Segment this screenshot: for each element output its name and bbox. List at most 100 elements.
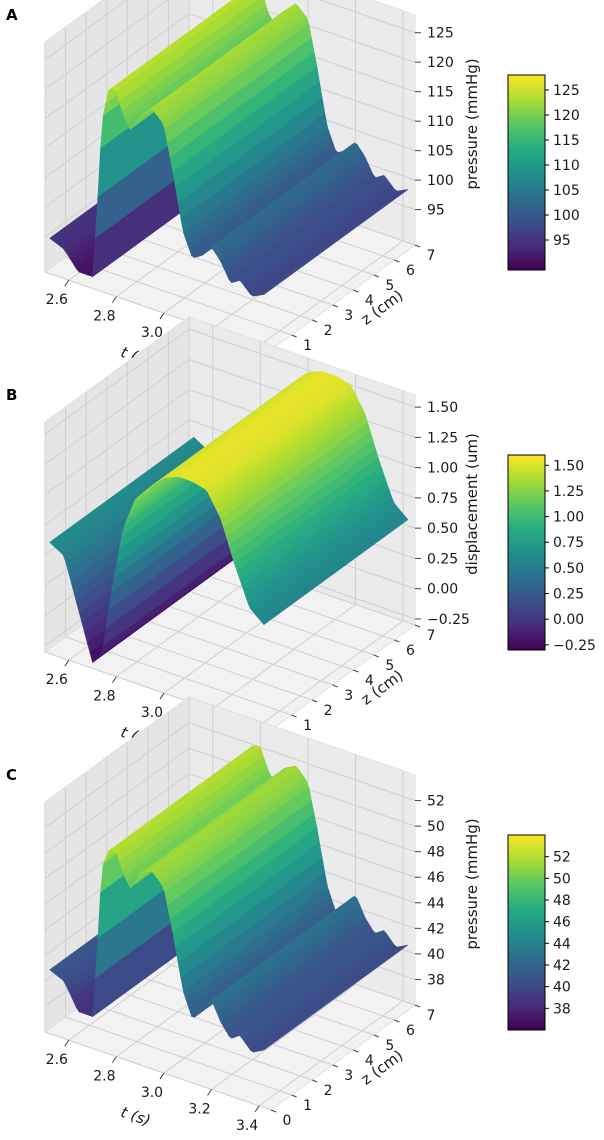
z-tick-label: 115 [427,85,454,101]
colorbar-tick-label: 125 [553,83,580,99]
x-tick-label: 2.8 [93,689,115,705]
colorbar-gradient [507,454,546,651]
surface [49,0,409,297]
x-tick-mark [64,659,70,667]
colorbar-tick-label: 38 [553,1001,571,1017]
panel-label: C [6,766,17,784]
y-tick-label: 6 [406,1023,415,1039]
x-tick-label: 2.8 [93,1069,115,1085]
colorbar-tick-label: 48 [553,893,571,909]
z-tick-label: −0.25 [427,612,470,628]
z-tick-label: 0.50 [427,521,458,537]
colorbar-tick-label: 52 [553,850,571,866]
z-tick-label: 1.00 [427,461,458,477]
z-tick-label: 0.00 [427,582,458,598]
x-tick-mark [254,1105,260,1113]
y-tick-label: 6 [406,643,415,659]
colorbar-tick-label: −0.25 [553,638,596,654]
colorbar-tick-label: 0.50 [553,561,584,577]
y-tick-label: 3 [344,688,353,704]
z-tick-label: 125 [427,26,454,42]
y-tick-label: 1 [303,1098,312,1114]
y-tick-label: 4 [365,293,374,309]
y-tick-label: 5 [385,658,394,674]
z-tick-label: 42 [427,921,445,937]
x-tick-label: 2.6 [46,672,68,688]
x-tick-mark [64,279,70,287]
colorbar-tick-label: 40 [553,980,571,996]
y-tick-mark [373,654,380,658]
y-tick-mark [394,639,400,643]
y-tick-mark [373,274,380,278]
y-tick-label: 2 [324,1083,333,1099]
x-tick-label: 3.0 [141,705,163,721]
y-tick-mark [332,304,338,308]
x-tick-label: 2.8 [93,309,115,325]
y-tick-mark [332,684,338,688]
y-tick-label: 4 [365,673,374,689]
colorbar-tick-label: 115 [553,133,580,149]
colorbar-tick-label: 110 [553,158,580,174]
x-tick-mark [111,296,117,303]
colorbar-tick-label: 95 [553,233,571,249]
y-tick-mark [332,1064,338,1068]
z-tick-label: 44 [427,896,445,912]
y-tick-label: 5 [385,1038,394,1054]
y-tick-label: 2 [324,703,333,719]
x-tick-label: 3.0 [141,325,163,341]
y-tick-label: 6 [406,263,415,279]
x-tick-mark [111,1056,117,1063]
colorbar: 95 100 105 110 115 120 125 [507,74,580,271]
z-axis-label: pressure (mmHg) [463,58,481,189]
y-tick-label: 4 [365,1053,374,1069]
y-tick-mark [414,624,421,628]
colorbar-gradient [507,834,546,1031]
y-tick-mark [311,1079,318,1083]
x-tick-label: 3.2 [188,1101,210,1117]
panel-label: A [6,6,18,24]
y-tick-label: 7 [427,248,436,264]
colorbar-tick-label: 50 [553,871,571,887]
y-tick-mark [291,714,297,718]
z-tick-label: 110 [427,114,454,130]
colorbar-tick-label: 1.25 [553,484,584,500]
z-tick-label: 1.25 [427,430,458,446]
y-tick-label: 5 [385,278,394,294]
y-tick-mark [414,244,421,248]
surface-cell [261,1039,279,1051]
colorbar-tick-label: 44 [553,936,571,952]
y-tick-mark [414,1004,421,1008]
y-tick-mark [311,699,318,703]
y-tick-label: 7 [427,1008,436,1024]
x-tick-mark [159,312,165,320]
colorbar-tick-label: 1.50 [553,458,584,474]
z-tick-label: 1.50 [427,400,458,416]
surface [49,371,409,663]
y-tick-mark [291,1094,297,1098]
z-tick-label: 50 [427,819,445,835]
z-axis-label: displacement (um) [463,433,481,575]
z-tick-label: 38 [427,972,445,988]
y-tick-label: 1 [303,718,312,734]
x-tick-mark [111,676,117,683]
x-tick-mark [159,692,165,700]
panel-label: B [6,386,17,404]
colorbar-tick-label: 0.25 [553,587,584,603]
y-tick-label: 0 [283,1113,292,1129]
x-tick-label: 2.6 [46,292,68,308]
z-tick-label: 95 [427,203,445,219]
y-tick-mark [394,1019,400,1023]
z-tick-label: 120 [427,55,454,71]
y-tick-label: 2 [324,323,333,339]
y-tick-label: 1 [303,338,312,354]
z-tick-label: 0.75 [427,491,458,507]
y-tick-mark [353,289,359,293]
x-axis-label: t (s) [118,1103,152,1130]
y-tick-label: 3 [344,308,353,324]
colorbar-tick-label: 0.00 [553,612,584,628]
x-tick-label: 3.0 [141,1085,163,1101]
